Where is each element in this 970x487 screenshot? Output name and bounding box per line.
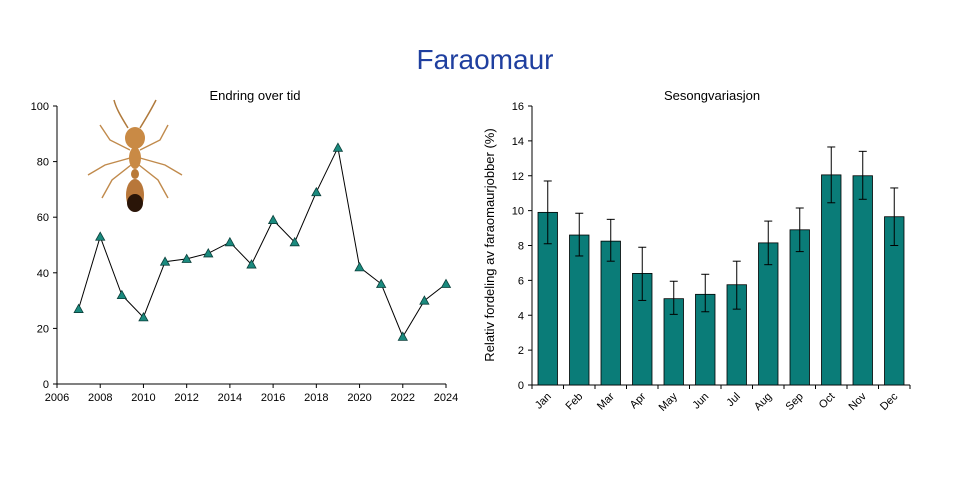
- bar: [569, 234, 590, 386]
- bar: [600, 240, 621, 386]
- data-point: [267, 214, 279, 224]
- y-tick-label: 0: [518, 380, 524, 392]
- data-point: [224, 236, 236, 247]
- x-tick-label: Jul: [724, 391, 742, 409]
- data-point: [375, 278, 387, 288]
- y-tick-label: 40: [37, 268, 49, 280]
- x-tick-label: 2024: [434, 392, 458, 404]
- y-tick-label: 8: [518, 241, 524, 253]
- x-tick-label: Feb: [563, 391, 585, 413]
- bar: [821, 174, 842, 386]
- data-point: [73, 303, 84, 313]
- data-point: [181, 253, 192, 263]
- x-tick-label: 2022: [391, 392, 415, 404]
- data-point: [289, 236, 300, 247]
- data-point: [440, 278, 452, 288]
- y-tick-label: 100: [31, 101, 49, 113]
- data-point: [95, 231, 106, 241]
- y-tick-label: 20: [37, 323, 49, 335]
- data-point: [159, 256, 171, 266]
- y-tick-label: 80: [37, 157, 49, 169]
- x-tick-label: Aug: [752, 391, 774, 413]
- data-point: [332, 142, 344, 152]
- x-tick-label: 2006: [45, 392, 69, 404]
- data-point: [116, 289, 128, 300]
- chart-title: Sesongvariasjon: [664, 88, 760, 103]
- data-point: [419, 295, 430, 305]
- data-point: [397, 331, 408, 341]
- data-point: [203, 248, 214, 258]
- x-tick-label: 2008: [88, 392, 112, 404]
- y-tick-label: 4: [518, 310, 524, 322]
- series-line: [78, 146, 447, 338]
- x-tick-label: Dec: [878, 390, 901, 413]
- y-tick-label: 6: [518, 275, 524, 287]
- x-tick-label: Apr: [628, 390, 649, 411]
- x-tick-label: Sep: [784, 391, 806, 413]
- x-tick-label: 2012: [174, 392, 198, 404]
- y-axis-label: Relativ fordeling av faraomaurjobber (%): [482, 128, 497, 361]
- x-tick-label: 2018: [304, 392, 328, 404]
- x-tick-label: Mar: [595, 390, 617, 412]
- data-point: [246, 259, 257, 269]
- y-tick-label: 12: [512, 171, 524, 183]
- x-tick-label: 2016: [261, 392, 285, 404]
- x-tick-label: Oct: [817, 391, 838, 412]
- y-tick-label: 16: [512, 101, 524, 113]
- x-tick-label: Nov: [847, 390, 870, 413]
- bar: [789, 229, 810, 386]
- data-point: [138, 311, 149, 322]
- y-tick-label: 10: [512, 206, 524, 218]
- chart-title: Endring over tid: [209, 88, 300, 103]
- y-tick-label: 14: [512, 136, 524, 148]
- y-tick-label: 60: [37, 212, 49, 224]
- x-tick-label: 2014: [218, 392, 242, 404]
- x-tick-label: May: [657, 390, 681, 414]
- page-title: Faraomaur: [416, 44, 554, 75]
- x-tick-label: Jun: [690, 391, 711, 412]
- ant-icon: [87, 99, 183, 212]
- y-tick-label: 0: [43, 379, 49, 391]
- x-tick-label: 2010: [131, 392, 155, 404]
- y-tick-label: 2: [518, 345, 524, 357]
- x-tick-label: Jan: [533, 391, 554, 412]
- bar: [852, 175, 873, 386]
- data-point: [354, 261, 365, 272]
- x-tick-label: 2020: [347, 392, 371, 404]
- data-point: [311, 186, 322, 197]
